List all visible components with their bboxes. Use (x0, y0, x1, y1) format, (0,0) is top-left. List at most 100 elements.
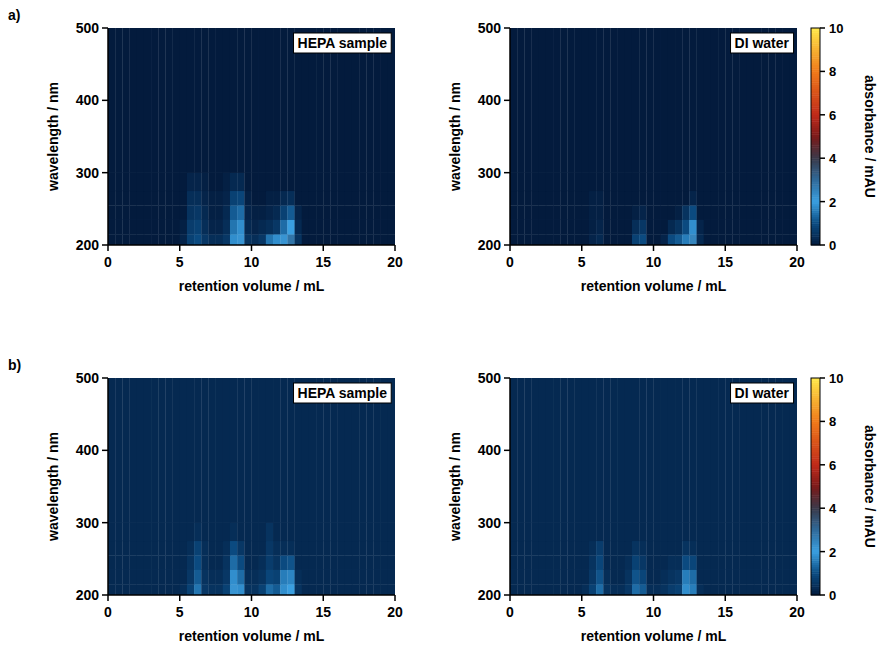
cell (108, 541, 115, 556)
cell (173, 584, 180, 595)
cell (510, 378, 517, 523)
cell (108, 234, 115, 245)
cell (359, 205, 366, 220)
cells (108, 28, 395, 245)
x-tick (509, 595, 511, 601)
cell (244, 555, 251, 570)
cell (596, 555, 603, 570)
cell (259, 584, 266, 595)
cell (718, 555, 725, 570)
cell (775, 584, 782, 595)
y-axis-title: wavelength / nm (45, 432, 61, 542)
cell (661, 541, 668, 556)
cell (266, 220, 273, 235)
cell (280, 570, 287, 585)
cell (108, 191, 115, 206)
cell (747, 523, 754, 541)
cell (783, 234, 790, 245)
cell (173, 541, 180, 556)
cell (323, 173, 330, 191)
cell (338, 234, 345, 245)
cell (352, 555, 359, 570)
cell (625, 205, 632, 220)
cell (208, 555, 215, 570)
cell (632, 191, 639, 206)
cell (668, 584, 675, 595)
cell (718, 220, 725, 235)
cell (158, 234, 165, 245)
cell (754, 555, 761, 570)
cell (259, 555, 266, 570)
cell (366, 191, 373, 206)
cell (704, 523, 711, 541)
cell (725, 173, 732, 191)
cell (567, 541, 574, 556)
cell (761, 555, 768, 570)
cell (280, 220, 287, 235)
cell (381, 541, 388, 556)
x-tick (653, 595, 655, 601)
cell (560, 220, 567, 235)
cell (603, 173, 610, 191)
cell (682, 234, 689, 245)
y-axis (509, 28, 511, 245)
cell (230, 555, 237, 570)
cell (596, 28, 603, 173)
cell (302, 570, 309, 585)
cell (610, 584, 617, 595)
cell (223, 570, 230, 585)
cell (517, 28, 524, 173)
cell (266, 584, 273, 595)
cell (280, 173, 287, 191)
cell (208, 173, 215, 191)
cell (352, 584, 359, 595)
cell (725, 584, 732, 595)
cell (625, 555, 632, 570)
cell (747, 173, 754, 191)
cell (783, 541, 790, 556)
cell (108, 584, 115, 595)
cell (266, 173, 273, 191)
cell (381, 173, 388, 191)
cell (373, 555, 380, 570)
cell (697, 191, 704, 206)
cell (532, 28, 539, 173)
cell (639, 220, 646, 235)
cell (252, 555, 259, 570)
cell (560, 541, 567, 556)
cell (661, 584, 668, 595)
cell (661, 205, 668, 220)
cell (130, 570, 137, 585)
cell (524, 173, 531, 191)
cell (244, 220, 251, 235)
y-tick-label: 500 (478, 370, 502, 386)
cell (510, 205, 517, 220)
x-tick (796, 595, 798, 601)
cell (201, 584, 208, 595)
cell (682, 378, 689, 523)
cell (725, 555, 732, 570)
cell (173, 555, 180, 570)
cell (697, 570, 704, 585)
cell (230, 378, 237, 523)
cell (539, 541, 546, 556)
cell (783, 191, 790, 206)
cell (618, 523, 625, 541)
cell (704, 220, 711, 235)
y-tick (504, 522, 510, 524)
cell (668, 205, 675, 220)
cell (704, 205, 711, 220)
cell (280, 28, 287, 173)
cell (682, 541, 689, 556)
cell (144, 523, 151, 541)
cell (567, 220, 574, 235)
cell (352, 173, 359, 191)
cell (740, 523, 747, 541)
cell (532, 205, 539, 220)
cell (553, 555, 560, 570)
cell (646, 191, 653, 206)
cell (122, 28, 129, 173)
cell (553, 173, 560, 191)
colorbar-tick (820, 377, 825, 379)
cell (144, 173, 151, 191)
